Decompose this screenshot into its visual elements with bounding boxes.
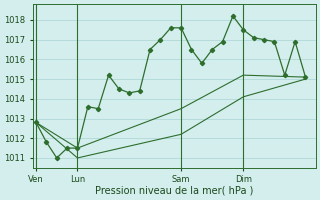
X-axis label: Pression niveau de la mer( hPa ): Pression niveau de la mer( hPa ) bbox=[95, 186, 253, 196]
